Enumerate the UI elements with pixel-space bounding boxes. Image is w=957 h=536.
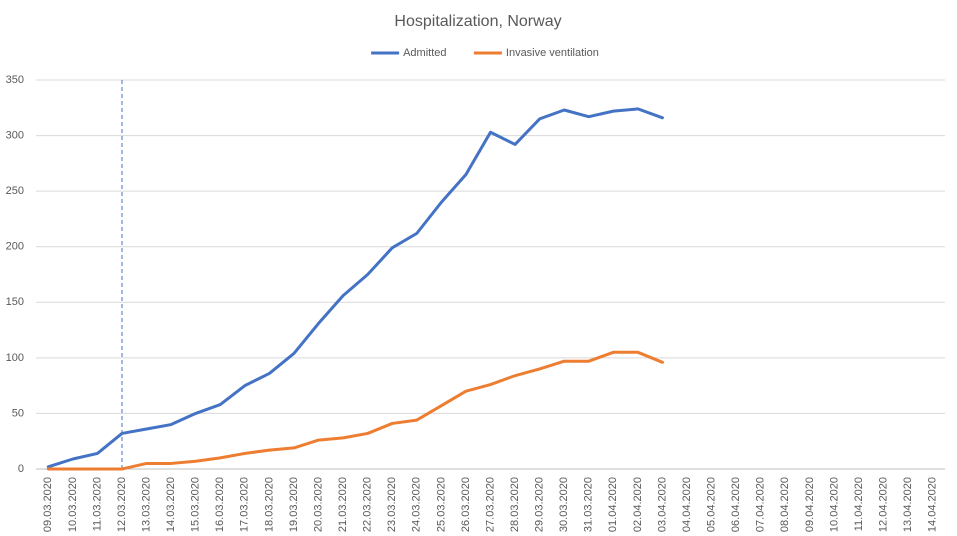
x-tick-label: 16.03.2020 (214, 477, 226, 532)
x-tick-label: 22.03.2020 (362, 477, 374, 532)
x-tick-label: 25.03.2020 (435, 477, 447, 532)
x-tick-label: 23.03.2020 (386, 477, 398, 532)
legend-label: Admitted (403, 47, 446, 59)
x-tick-label: 14.03.2020 (165, 477, 177, 532)
y-tick-label: 250 (6, 185, 24, 197)
x-tick-label: 05.04.2020 (706, 477, 718, 532)
x-tick-label: 03.04.2020 (656, 477, 668, 532)
x-tick-label: 08.04.2020 (779, 477, 791, 532)
x-tick-label: 26.03.2020 (460, 477, 472, 532)
x-tick-label: 11.03.2020 (91, 477, 103, 531)
line-series (46, 107, 664, 469)
x-tick-label: 15.03.2020 (190, 477, 202, 532)
y-tick-label: 50 (12, 407, 24, 419)
chart-title: Hospitalization, Norway (394, 13, 561, 30)
x-tick-label: 13.04.2020 (902, 477, 914, 532)
y-tick-label: 150 (6, 296, 24, 308)
x-tick-label: 28.03.2020 (509, 477, 521, 532)
x-tick-label: 12.03.2020 (116, 477, 128, 532)
x-tick-label: 13.03.2020 (140, 477, 152, 532)
x-tick-label: 31.03.2020 (583, 477, 595, 532)
x-tick-label: 09.04.2020 (804, 477, 816, 532)
x-tick-label: 07.04.2020 (755, 477, 767, 532)
x-tick-label: 30.03.2020 (558, 477, 570, 532)
x-tick-label: 01.04.2020 (607, 477, 619, 532)
x-tick-label: 11.04.2020 (853, 477, 865, 531)
y-tick-label: 350 (6, 74, 24, 86)
x-tick-label: 19.03.2020 (288, 477, 300, 532)
x-tick-label: 18.03.2020 (263, 477, 275, 532)
y-tick-label: 0 (18, 463, 24, 475)
x-tick-label: 27.03.2020 (484, 477, 496, 532)
y-tick-label: 100 (6, 352, 24, 364)
line-series (46, 350, 664, 471)
x-tick-label: 20.03.2020 (312, 477, 324, 532)
x-tick-label: 06.04.2020 (730, 477, 742, 532)
x-tick-label: 12.04.2020 (877, 477, 889, 532)
x-tick-label: 14.04.2020 (927, 477, 939, 532)
x-tick-label: 10.04.2020 (828, 477, 840, 532)
y-tick-label: 300 (6, 129, 24, 141)
x-tick-label: 17.03.2020 (239, 477, 251, 532)
x-tick-label: 09.03.2020 (42, 477, 54, 532)
x-tick-label: 02.04.2020 (632, 477, 644, 532)
x-tick-label: 04.04.2020 (681, 477, 693, 532)
x-tick-label: 29.03.2020 (534, 477, 546, 532)
y-tick-label: 200 (6, 241, 24, 253)
x-tick-label: 24.03.2020 (411, 477, 423, 532)
x-tick-label: 21.03.2020 (337, 477, 349, 532)
x-tick-label: 10.03.2020 (67, 477, 79, 532)
legend-label: Invasive ventilation (506, 47, 599, 59)
